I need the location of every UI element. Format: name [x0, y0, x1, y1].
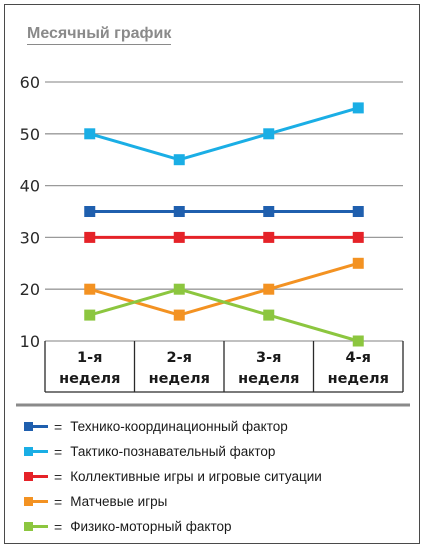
data-point — [84, 206, 96, 217]
y-tick-label: 40 — [20, 177, 40, 196]
x-tick-label: 2-я неделя — [149, 350, 210, 387]
line-chart: 10 20 30 40 50 60 1-я неделя 2-я неделя 3-я неделя… — [16, 73, 410, 407]
chart-title: Месячный график — [27, 25, 172, 45]
legend-label: Технико-координационный фактор — [70, 419, 288, 434]
series-line — [89, 287, 359, 343]
data-point — [263, 283, 275, 295]
data-point — [84, 283, 96, 295]
legend-item: = Технико-координационный фактор — [24, 414, 404, 439]
series-group — [84, 102, 364, 347]
legend-equals: = — [54, 518, 63, 535]
chart-frame: Месячный график — [4, 4, 420, 544]
data-point — [84, 231, 96, 243]
legend-item: = Физико-моторный фактор — [24, 514, 404, 539]
legend-equals: = — [54, 468, 63, 485]
data-point — [173, 154, 185, 166]
legend: = Технико-координационный фактор = Тактико-… — [24, 414, 404, 539]
x-axis: 1-я неделя 2-я неделя 3-я неделя 4-я неделя — [16, 341, 410, 407]
data-point — [173, 283, 185, 295]
y-tick-label: 20 — [20, 280, 40, 299]
data-point — [173, 231, 185, 243]
y-tick-label: 30 — [20, 228, 40, 247]
data-point — [173, 206, 185, 217]
legend-item: = Тактико-познавательный фактор — [24, 439, 404, 464]
legend-equals: = — [54, 443, 63, 460]
data-point — [352, 231, 364, 243]
legend-item: = Матчевые игры — [24, 489, 404, 514]
y-tick-label: 60 — [20, 73, 40, 92]
y-tick-label: 50 — [20, 125, 40, 144]
x-tick-label: 1-я неделя — [59, 350, 120, 387]
series-5 — [84, 283, 364, 347]
legend-equals: = — [54, 418, 63, 435]
data-point — [352, 206, 364, 217]
legend-swatch — [24, 521, 48, 532]
series-1 — [84, 206, 364, 217]
legend-swatch — [24, 421, 48, 432]
legend-equals: = — [54, 493, 63, 510]
legend-label: Матчевые игры — [70, 494, 168, 509]
legend-label: Коллективные игры и игровые ситуации — [70, 469, 322, 484]
data-point — [263, 128, 275, 140]
data-point — [263, 309, 275, 321]
legend-swatch — [24, 471, 48, 482]
series-line — [89, 106, 359, 162]
data-point — [84, 309, 96, 321]
data-point — [263, 231, 275, 243]
y-axis-ticks: 10 20 30 40 50 60 — [20, 73, 40, 351]
data-point — [352, 102, 364, 114]
data-point — [352, 335, 364, 347]
data-point — [352, 257, 364, 269]
data-point — [173, 309, 185, 321]
series-2 — [84, 102, 364, 166]
legend-swatch — [24, 446, 48, 457]
legend-label: Тактико-познавательный фактор — [70, 444, 276, 459]
x-tick-label: 4-я неделя — [328, 350, 389, 387]
x-tick-label: 3-я неделя — [238, 350, 299, 387]
data-point — [263, 206, 275, 217]
y-tick-label: 10 — [20, 332, 40, 351]
legend-swatch — [24, 496, 48, 507]
legend-label: Физико-моторный фактор — [70, 519, 232, 534]
series-3 — [84, 231, 364, 243]
data-point — [84, 128, 96, 140]
legend-item: = Коллективные игры и игровые ситуации — [24, 464, 404, 489]
